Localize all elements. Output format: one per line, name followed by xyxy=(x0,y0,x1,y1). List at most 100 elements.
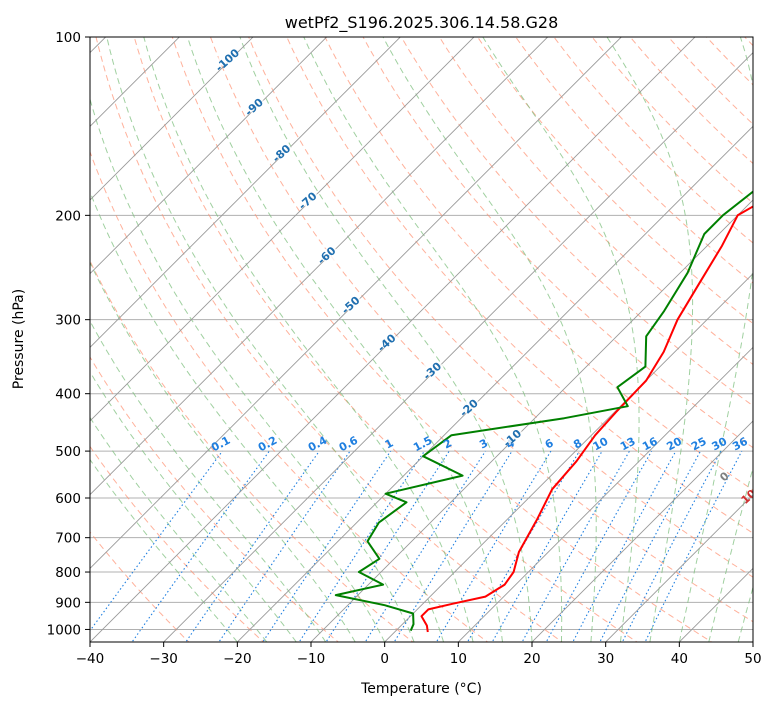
dry-adiabat-line xyxy=(95,37,564,642)
isotherm-label-bg xyxy=(272,146,293,159)
mixing-ratio-line xyxy=(364,450,486,642)
dry-adiabat-line xyxy=(90,150,489,642)
mixing-ratio-line xyxy=(621,450,722,642)
dry-adiabat-line xyxy=(133,37,638,642)
moist-adiabats xyxy=(90,37,753,642)
mixing-ratio-line xyxy=(298,450,425,642)
mixing-ratio-label: 25 xyxy=(689,435,709,454)
gridlines xyxy=(90,37,753,630)
x-tick-label: 10 xyxy=(450,651,467,667)
moist-adiabat-line xyxy=(90,97,415,642)
moist-adiabat-line xyxy=(90,261,356,642)
moist-adiabat-line xyxy=(90,190,386,642)
mixing-ratio-line xyxy=(466,450,580,642)
moist-adiabat-label: 20 xyxy=(752,510,772,530)
moist-adiabat-line xyxy=(303,37,563,642)
mixing-ratio-line xyxy=(572,450,677,642)
isotherms xyxy=(90,37,753,642)
temperature-line xyxy=(420,205,753,633)
mixing-ratio-line xyxy=(599,450,701,642)
dry-adiabat-line xyxy=(90,445,265,642)
isotherm-label-bg xyxy=(218,53,239,66)
sounding-series xyxy=(334,190,753,633)
mixing-ratio-line xyxy=(325,450,450,642)
moist-adiabat-line xyxy=(382,37,597,642)
dewpoint-line xyxy=(334,190,753,632)
y-tick-label: 500 xyxy=(55,444,81,460)
isotherm-label-bg xyxy=(317,248,338,261)
isotherm-line xyxy=(310,199,753,642)
isotherm-label-bg xyxy=(377,336,398,349)
isotherm-label-bg xyxy=(245,100,266,113)
x-tick-label: −40 xyxy=(76,651,105,667)
mixing-ratio-line xyxy=(218,450,351,642)
mixing-ratio-label: 20 xyxy=(664,435,684,454)
isotherm-label-bg xyxy=(503,431,524,444)
mixing-ratio-line xyxy=(131,450,270,642)
isotherm-line xyxy=(384,273,753,642)
mixing-ratio-label: 13 xyxy=(618,435,638,454)
y-tick-label: 900 xyxy=(55,595,81,611)
isotherm-label-bg xyxy=(341,298,362,311)
mixing-ratio-label: 36 xyxy=(730,435,750,454)
isotherm-label-bg xyxy=(423,364,444,377)
isotherm-line xyxy=(90,37,180,127)
mixing-ratio-label: 30 xyxy=(710,435,730,454)
isotherm-line xyxy=(163,52,753,642)
moist-adiabat-line xyxy=(708,465,753,642)
y-tick-label: 100 xyxy=(55,30,81,46)
isotherm-line xyxy=(457,346,753,642)
mixing-ratio-label: 10 xyxy=(591,435,611,454)
dry-adiabat-line xyxy=(90,356,340,642)
x-tick-label: 50 xyxy=(744,651,761,667)
x-tick-label: 20 xyxy=(523,651,540,667)
y-axis-label: Pressure (hPa) xyxy=(11,289,27,389)
y-tick-label: 800 xyxy=(55,565,81,581)
plot-area: 0.1 0.2 0.4 0.6 1 1.5 2 3 4 6 8 10 13 16 20 25 30 36-100-… xyxy=(90,37,772,642)
y-tick-label: 400 xyxy=(55,387,81,403)
dry-adiabat-line xyxy=(90,259,414,642)
x-axis-ticks: −40 −30 −20 −10 0 10 20 30 40 50 xyxy=(76,642,762,667)
isotherm-line xyxy=(90,37,696,642)
x-tick-label: −30 xyxy=(149,651,178,667)
isotherm-line xyxy=(90,37,254,201)
y-tick-label: 600 xyxy=(55,491,81,507)
y-tick-label: 700 xyxy=(55,531,81,547)
isotherm-line xyxy=(236,125,753,642)
mixing-ratio-line xyxy=(393,450,513,642)
y-axis-ticks: 100 200 300 400 500 600 700 800 900 1000 xyxy=(47,30,90,638)
moist-adiabat-line xyxy=(143,37,474,642)
isotherm-line xyxy=(90,37,475,422)
isotherm-line xyxy=(90,37,622,569)
isotherm-line xyxy=(605,494,753,642)
moist-adiabat-line xyxy=(90,458,238,642)
x-tick-label: 0 xyxy=(380,651,389,667)
isotherm-label-bg xyxy=(460,401,481,414)
x-tick-label: −10 xyxy=(297,651,326,667)
x-axis-label: Temperature (°C) xyxy=(360,681,482,697)
moist-adiabat-line xyxy=(606,37,694,642)
mixing-ratio-line xyxy=(90,450,223,632)
moist-adiabat-line xyxy=(737,585,753,642)
mixing-ratio-line xyxy=(262,450,392,642)
dry-adiabat-line xyxy=(209,37,753,623)
isotherm-line xyxy=(90,37,401,348)
mixing-ratio-lines xyxy=(90,450,743,642)
x-tick-label: −20 xyxy=(223,651,252,667)
mixing-ratio-label: 16 xyxy=(640,435,660,454)
isotherm-line xyxy=(90,37,549,496)
moist-adiabat-line xyxy=(482,37,640,642)
y-tick-label: 1000 xyxy=(47,622,81,638)
isotherm-label-bg xyxy=(298,194,319,207)
mixing-ratio-line xyxy=(185,450,320,642)
x-tick-label: 30 xyxy=(597,651,614,667)
isotherm-line xyxy=(90,37,328,275)
moist-adiabat-line xyxy=(678,37,753,642)
moist-adiabat-line xyxy=(186,37,503,642)
x-tick-label: 40 xyxy=(671,651,688,667)
moist-adiabat-line xyxy=(90,370,297,642)
moist-adiabat-line xyxy=(106,37,445,642)
moist-adiabat-line xyxy=(90,416,268,642)
moist-adiabat-line xyxy=(239,37,533,642)
